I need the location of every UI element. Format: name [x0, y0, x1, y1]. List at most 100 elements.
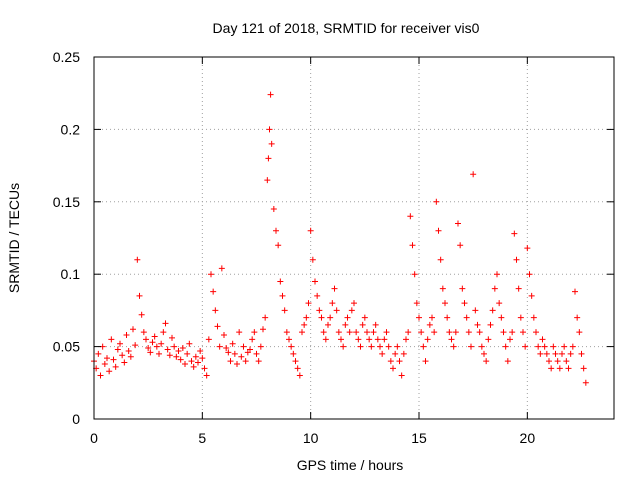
- data-point: [361, 314, 368, 321]
- data-point: [268, 140, 275, 147]
- data-point: [203, 372, 210, 379]
- data-point: [138, 311, 145, 318]
- data-point: [400, 350, 407, 357]
- data-point: [387, 358, 394, 365]
- data-point: [351, 300, 357, 307]
- data-point: [489, 307, 496, 314]
- data-point: [372, 321, 379, 328]
- data-point: [277, 278, 284, 285]
- data-point: [444, 314, 451, 321]
- data-point: [452, 329, 459, 336]
- data-point: [353, 329, 360, 336]
- x-axis-label: GPS time / hours: [297, 457, 404, 473]
- data-point: [535, 343, 542, 350]
- data-point: [333, 307, 340, 314]
- y-axis-label: SRMTID / TECUs: [6, 183, 22, 293]
- data-point: [231, 350, 238, 357]
- x-tick-label: 5: [198, 430, 206, 446]
- data-point: [578, 350, 585, 357]
- data-point: [127, 353, 134, 360]
- data-point: [398, 372, 405, 379]
- data-point: [472, 307, 479, 314]
- axis-ticks: [93, 56, 614, 420]
- data-point: [442, 300, 448, 307]
- data-point: [147, 349, 154, 356]
- data-point: [175, 347, 182, 354]
- data-point: [221, 332, 227, 339]
- data-point: [119, 352, 126, 359]
- data-point: [179, 345, 186, 352]
- data-point: [188, 358, 195, 365]
- data-points: [91, 91, 589, 386]
- data-point: [292, 358, 299, 365]
- data-point: [255, 358, 262, 365]
- data-point: [301, 321, 308, 328]
- data-point: [106, 368, 113, 375]
- data-point: [123, 332, 130, 339]
- data-point: [214, 323, 221, 330]
- data-point: [166, 352, 173, 359]
- data-point: [192, 353, 199, 360]
- data-point: [132, 342, 139, 349]
- data-point: [186, 340, 193, 347]
- data-point: [136, 292, 143, 299]
- data-point: [576, 329, 583, 336]
- data-point: [515, 285, 522, 292]
- data-point: [572, 288, 578, 295]
- data-point: [446, 329, 453, 336]
- data-point: [279, 292, 286, 299]
- data-point: [305, 300, 312, 307]
- data-point: [182, 360, 188, 367]
- data-point: [335, 329, 342, 336]
- data-point: [262, 314, 269, 321]
- data-point: [424, 336, 431, 343]
- data-point: [563, 358, 570, 365]
- data-point: [158, 340, 165, 347]
- data-point: [435, 227, 442, 234]
- data-point: [169, 334, 175, 341]
- data-point: [483, 358, 490, 365]
- data-point: [199, 355, 206, 362]
- data-point: [307, 227, 314, 234]
- data-point: [273, 227, 279, 234]
- data-point: [381, 336, 388, 343]
- data-point: [344, 314, 351, 321]
- data-point: [379, 350, 386, 357]
- data-point: [296, 372, 303, 379]
- data-point: [504, 358, 511, 365]
- data-point: [502, 343, 509, 350]
- data-point: [229, 340, 236, 347]
- data-point: [537, 350, 544, 357]
- data-point: [565, 365, 572, 372]
- data-point: [498, 314, 505, 321]
- data-point: [552, 350, 559, 357]
- tick-labels: 0 5 10 15 20 0 0.05 0.1 0.15 0.2 0.25: [53, 49, 536, 446]
- data-point: [463, 314, 470, 321]
- data-point: [112, 363, 119, 370]
- data-point: [130, 326, 136, 333]
- data-point: [478, 343, 485, 350]
- data-point: [218, 265, 225, 272]
- data-point: [509, 329, 516, 336]
- y-tick-label: 0.1: [61, 266, 81, 282]
- data-point: [125, 347, 132, 354]
- data-point: [294, 365, 301, 372]
- data-point: [420, 343, 427, 350]
- data-point: [520, 329, 526, 336]
- data-point: [580, 365, 587, 372]
- data-point: [208, 271, 214, 278]
- data-point: [567, 350, 574, 357]
- y-tick-label: 0.2: [61, 121, 81, 137]
- data-point: [459, 285, 466, 292]
- data-point: [470, 171, 477, 178]
- data-point: [171, 343, 178, 350]
- data-point: [320, 329, 327, 336]
- data-point: [197, 347, 204, 354]
- data-point: [264, 177, 271, 184]
- data-point: [177, 356, 184, 363]
- data-point: [448, 336, 455, 343]
- data-point: [303, 314, 310, 321]
- data-point: [522, 343, 529, 350]
- data-point: [266, 126, 273, 133]
- data-point: [190, 363, 197, 370]
